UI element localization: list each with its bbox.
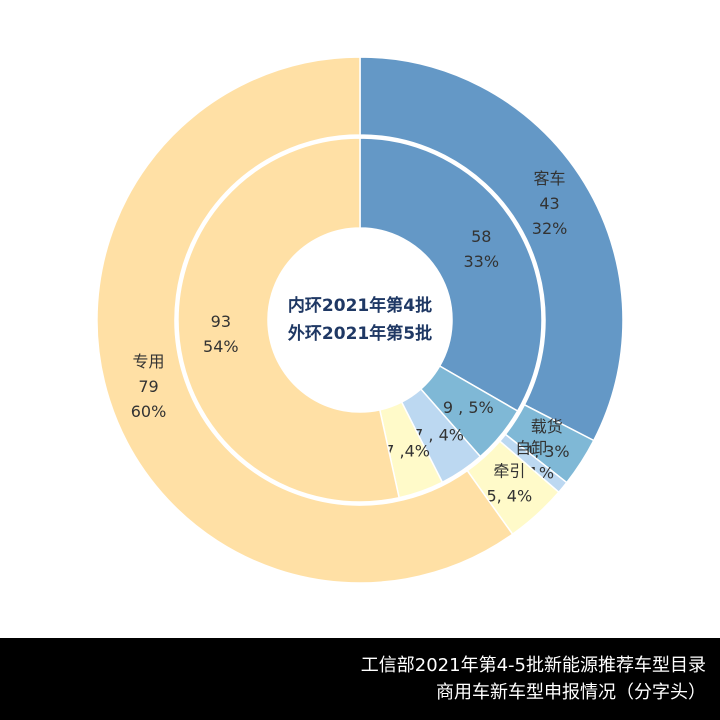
value-label: 4, 3% bbox=[524, 442, 570, 461]
category-label: 专用 bbox=[133, 352, 165, 371]
value-label: 9 , 5% bbox=[443, 398, 494, 417]
donut-slice bbox=[359, 137, 543, 413]
value-label: 79 bbox=[138, 377, 158, 396]
donut-slice bbox=[177, 137, 401, 503]
value-label: 32% bbox=[532, 219, 568, 238]
value-label: 5, 4% bbox=[486, 486, 532, 505]
center-label: 外环2021年第5批 bbox=[288, 323, 432, 344]
category-label: 载货 bbox=[531, 417, 563, 436]
footer-subtitle: 商用车新车型申报情况（分字头） bbox=[436, 682, 706, 703]
footer-title: 工信部2021年第4-5批新能源推荐车型目录 bbox=[361, 655, 706, 676]
category-label: 牵引 bbox=[493, 461, 525, 480]
category-label: 客车 bbox=[534, 169, 566, 188]
value-label: 7 , 4% bbox=[413, 425, 464, 444]
donut-slice bbox=[96, 56, 514, 584]
value-label: 33% bbox=[463, 252, 499, 271]
value-label: 54% bbox=[203, 337, 239, 356]
value-label: 7 ,4% bbox=[384, 441, 430, 460]
value-label: 43 bbox=[539, 194, 559, 213]
value-label: 58 bbox=[471, 227, 491, 246]
value-label: 60% bbox=[131, 402, 167, 421]
donut-slice bbox=[359, 56, 624, 442]
value-label: 93 bbox=[211, 312, 231, 331]
category-label: 自卸 bbox=[515, 438, 547, 457]
center-label: 内环2021年第4批 bbox=[288, 295, 432, 316]
footer-bar bbox=[0, 638, 720, 720]
